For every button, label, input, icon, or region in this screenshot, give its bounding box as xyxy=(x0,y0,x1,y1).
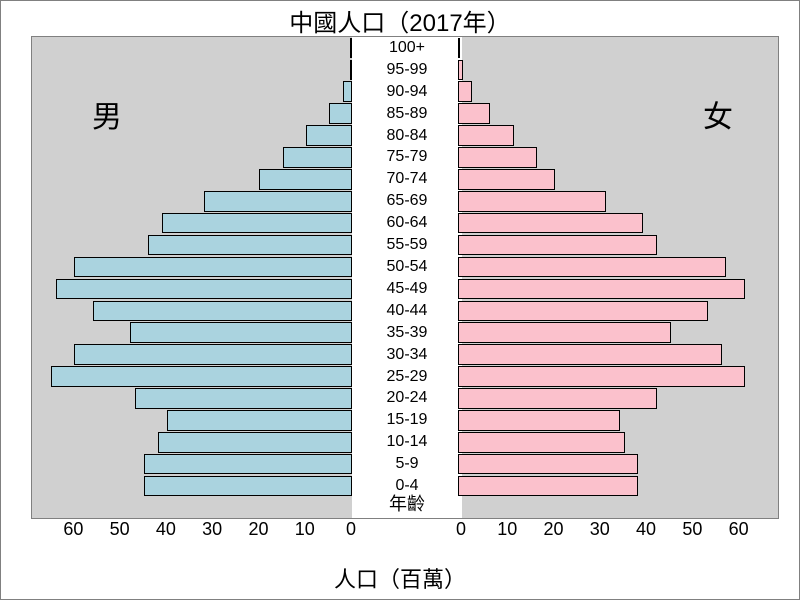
age-group-label: 50-54 xyxy=(352,259,462,275)
x-axis: 0 0 10 10 20 20 30 30 40 40 50 50 60 60 xyxy=(31,519,779,559)
chart-title: 中國人口（2017年） xyxy=(1,3,799,38)
female-bar xyxy=(458,344,722,365)
female-bar xyxy=(458,213,643,234)
x-tick: 10 xyxy=(487,519,527,540)
x-tick: 0 xyxy=(441,519,481,540)
x-tick: 30 xyxy=(580,519,620,540)
plot-area: 男 女 年齡 0-45-910-1415-1920-2425-2930-3435… xyxy=(31,36,779,519)
x-tick: 60 xyxy=(53,519,93,540)
female-bar xyxy=(458,410,620,431)
male-bar xyxy=(283,147,352,168)
male-bar xyxy=(158,432,352,453)
male-bar xyxy=(51,366,352,387)
age-group-label: 5-9 xyxy=(352,456,462,472)
male-bar xyxy=(144,476,352,497)
female-bar xyxy=(458,235,657,256)
male-bar xyxy=(343,81,352,102)
age-group-label: 20-24 xyxy=(352,390,462,406)
female-bar xyxy=(458,301,708,322)
x-tick: 40 xyxy=(626,519,666,540)
female-bar xyxy=(458,103,490,124)
age-group-label: 85-89 xyxy=(352,106,462,122)
age-group-label: 25-29 xyxy=(352,369,462,385)
age-group-label: 95-99 xyxy=(352,62,462,78)
male-bar xyxy=(148,235,352,256)
age-group-label: 15-19 xyxy=(352,412,462,428)
chart-frame: 中國人口（2017年） 男 女 年齡 0-45-910-1415-1920-24… xyxy=(0,0,800,600)
x-tick: 0 xyxy=(331,519,371,540)
female-bar xyxy=(458,169,555,190)
male-bar xyxy=(74,257,352,278)
female-bar xyxy=(458,366,745,387)
age-group-label: 90-94 xyxy=(352,84,462,100)
female-bar xyxy=(458,191,606,212)
male-bar xyxy=(259,169,352,190)
female-bar xyxy=(458,60,463,81)
male-bar xyxy=(306,125,352,146)
age-group-label: 45-49 xyxy=(352,281,462,297)
x-tick: 30 xyxy=(192,519,232,540)
female-bar xyxy=(458,125,514,146)
female-bar xyxy=(458,38,460,59)
female-bar xyxy=(458,476,638,497)
age-group-label: 55-59 xyxy=(352,237,462,253)
age-labels: 年齡 0-45-910-1415-1920-2425-2930-3435-394… xyxy=(352,37,462,518)
age-group-label: 100+ xyxy=(352,40,462,56)
female-bar xyxy=(458,81,472,102)
male-bar xyxy=(329,103,352,124)
age-group-label: 40-44 xyxy=(352,303,462,319)
x-axis-label: 人口（百萬） xyxy=(1,562,799,594)
female-bar xyxy=(458,454,638,475)
male-bar xyxy=(56,279,352,300)
x-tick: 50 xyxy=(672,519,712,540)
female-bar xyxy=(458,322,671,343)
male-bar xyxy=(144,454,352,475)
male-bar xyxy=(167,410,352,431)
x-tick: 20 xyxy=(238,519,278,540)
female-bar xyxy=(458,147,537,168)
female-bar xyxy=(458,388,657,409)
female-bar xyxy=(458,257,726,278)
female-bars xyxy=(458,37,768,518)
age-group-label: 0-4 xyxy=(352,478,462,494)
age-group-label: 10-14 xyxy=(352,434,462,450)
age-group-label: 75-79 xyxy=(352,149,462,165)
male-bar xyxy=(204,191,352,212)
x-tick: 40 xyxy=(146,519,186,540)
x-tick: 10 xyxy=(285,519,325,540)
age-group-label: 60-64 xyxy=(352,215,462,231)
age-group-label: 80-84 xyxy=(352,128,462,144)
male-bar xyxy=(93,301,352,322)
age-group-label: 30-34 xyxy=(352,347,462,363)
age-group-label: 70-74 xyxy=(352,171,462,187)
female-bar xyxy=(458,432,625,453)
male-bars xyxy=(42,37,352,518)
x-tick: 50 xyxy=(100,519,140,540)
female-bar xyxy=(458,279,745,300)
age-group-label: 65-69 xyxy=(352,193,462,209)
male-bar xyxy=(135,388,352,409)
male-bar xyxy=(130,322,352,343)
age-group-label: 35-39 xyxy=(352,325,462,341)
male-bar xyxy=(162,213,352,234)
x-tick: 20 xyxy=(534,519,574,540)
x-tick: 60 xyxy=(719,519,759,540)
male-bar xyxy=(74,344,352,365)
